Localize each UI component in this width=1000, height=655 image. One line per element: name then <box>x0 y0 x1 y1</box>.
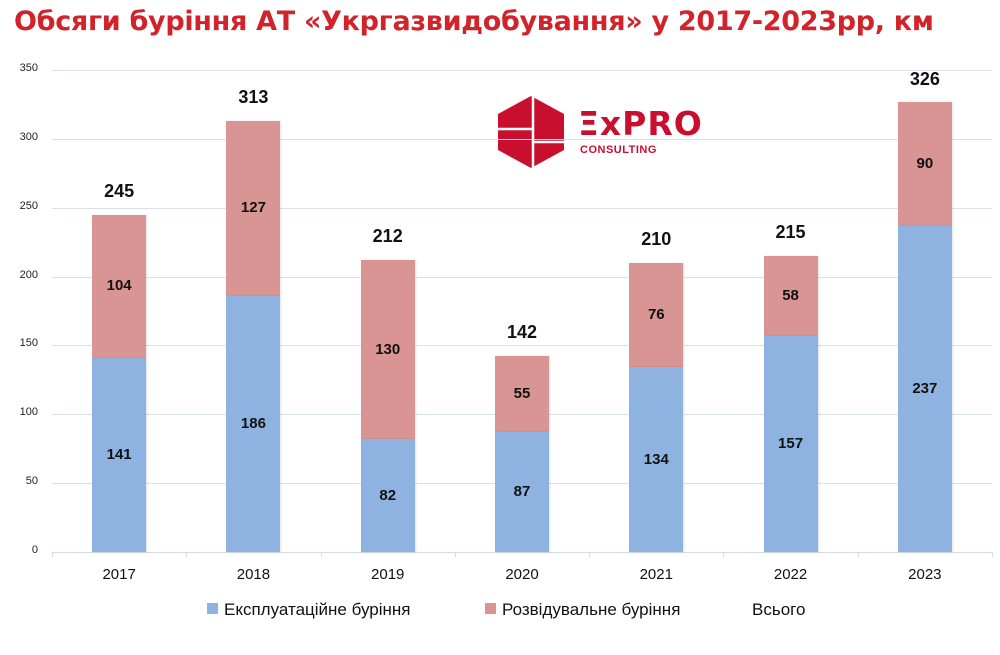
total-value-label: 142 <box>506 322 538 343</box>
y-tick-label: 0 <box>31 544 38 556</box>
bar-segment-exploration <box>360 260 415 440</box>
x-axis-line <box>52 552 992 553</box>
x-tick-mark <box>992 552 993 557</box>
gridline <box>52 345 992 347</box>
exploitation-value-label: 87 <box>513 483 531 501</box>
total-value-label: 245 <box>104 180 135 201</box>
total-value-label: 212 <box>372 226 403 247</box>
x-tick-label: 2022 <box>773 566 808 583</box>
expro-hexagon-icon <box>498 96 564 168</box>
bar-2021: 76 134 <box>629 262 684 552</box>
bar-2017: 104 141 <box>92 214 147 552</box>
bar-segment-exploration <box>897 101 952 226</box>
exploration-value-label: 55 <box>513 385 531 403</box>
total-value-label: 210 <box>641 228 672 249</box>
total-value-label: 326 <box>909 69 940 90</box>
x-tick-mark <box>320 552 322 557</box>
exploration-value-label: 76 <box>647 306 665 324</box>
legend-item-exploitation: Експлуатаційне буріння <box>207 600 411 620</box>
expro-logo: ΞxPRO CONSULTING <box>496 94 716 170</box>
gridline <box>52 207 992 209</box>
y-tick-label: 150 <box>19 337 38 350</box>
x-tick-mark <box>186 552 188 557</box>
x-tick-label: 2020 <box>505 566 539 583</box>
bar-segment-exploitation <box>629 367 684 552</box>
bar-segment-exploration <box>226 120 281 296</box>
legend-label: Всього <box>752 600 806 619</box>
bar-2022: 58 157 <box>763 255 818 552</box>
exploitation-value-label: 82 <box>379 486 397 504</box>
bar-2023: 90 237 <box>897 101 952 552</box>
bar-segment-exploration <box>495 356 549 433</box>
exploitation-value-label: 141 <box>106 445 132 463</box>
bar-segment-exploitation <box>495 432 549 552</box>
x-tick-mark <box>857 552 859 557</box>
logo-subtitle: CONSULTING <box>580 144 657 156</box>
exploration-value-label: 104 <box>106 277 132 295</box>
exploration-value-label: 90 <box>916 154 934 172</box>
logo-wordmark: ΞxPRO <box>578 104 703 143</box>
bar-segment-exploration <box>763 255 818 336</box>
bar-segment-exploitation <box>763 335 818 552</box>
bar-segment-exploitation <box>360 439 415 552</box>
bar-2019: 130 82 <box>360 260 415 552</box>
exploitation-value-label: 134 <box>643 450 669 468</box>
x-tick-mark <box>723 552 725 557</box>
x-tick-label: 2021 <box>639 566 673 583</box>
bar-2018: 127 186 <box>226 120 281 552</box>
legend-swatch-exploration <box>485 603 496 614</box>
bar-segment-exploration <box>629 262 684 368</box>
y-tick-label: 200 <box>19 268 38 281</box>
x-tick-label: 2019 <box>371 566 405 583</box>
x-tick-mark <box>52 552 53 557</box>
bar-segment-exploitation <box>897 225 952 552</box>
x-tick-label: 2018 <box>236 566 271 583</box>
y-tick-label: 100 <box>19 406 38 419</box>
bar-segment-exploitation <box>92 357 147 552</box>
legend-label: Експлуатаційне буріння <box>224 600 411 619</box>
total-value-label: 215 <box>775 221 806 242</box>
exploration-value-label: 130 <box>375 340 401 358</box>
total-value-label: 313 <box>238 86 269 107</box>
x-tick-label: 2017 <box>102 566 136 583</box>
y-tick-label: 50 <box>25 475 38 488</box>
y-tick-label: 300 <box>19 130 38 143</box>
chart-legend: Експлуатаційне буріння Розвідувальне бур… <box>0 600 1000 624</box>
x-tick-label: 2023 <box>908 566 942 583</box>
legend-item-exploration: Розвідувальне буріння <box>485 600 680 620</box>
bar-segment-exploitation <box>226 295 281 552</box>
x-tick-mark <box>454 552 456 557</box>
x-tick-mark <box>589 552 591 557</box>
legend-label: Розвідувальне буріння <box>502 600 681 619</box>
exploration-value-label: 127 <box>240 199 266 217</box>
y-tick-label: 250 <box>19 199 38 212</box>
legend-swatch-exploitation <box>207 603 218 614</box>
exploitation-value-label: 157 <box>778 434 804 452</box>
exploitation-value-label: 237 <box>912 379 938 397</box>
chart-title: Обсяги буріння АТ «Укргазвидобування» у … <box>14 6 934 37</box>
gridline <box>52 70 992 71</box>
exploration-value-label: 58 <box>782 286 799 304</box>
y-tick-label: 350 <box>19 62 38 74</box>
gridline <box>52 138 992 140</box>
bar-segment-exploration <box>92 214 147 358</box>
gridline <box>52 276 992 278</box>
bar-2020: 55 87 <box>495 356 549 552</box>
legend-item-total: Всього <box>752 600 805 620</box>
exploitation-value-label: 186 <box>240 414 266 432</box>
